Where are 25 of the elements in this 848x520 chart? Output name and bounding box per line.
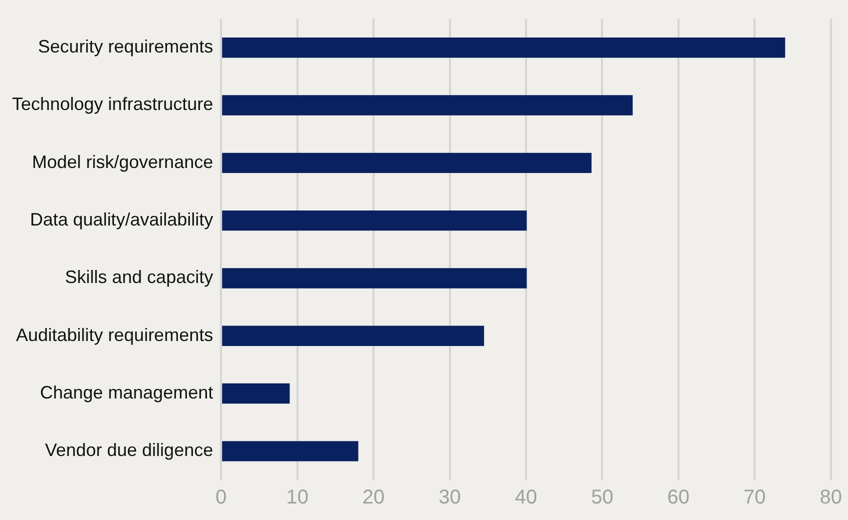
- bar: [222, 38, 786, 58]
- bar: [222, 210, 527, 231]
- x-tick-label: 30: [438, 486, 461, 509]
- bar: [222, 441, 358, 462]
- bar: [222, 152, 592, 174]
- bar: [222, 326, 484, 346]
- y-tick-label: Vendor due diligence: [44, 440, 214, 460]
- y-tick-label: Model risk/governance: [32, 152, 214, 172]
- x-tick-label: 50: [591, 486, 614, 509]
- x-tick-label: 80: [820, 486, 842, 509]
- y-tick-label: Auditability requirements: [16, 324, 214, 345]
- y-tick-label: Technology infrastructure: [12, 94, 214, 114]
- y-tick-label: Security requirements: [38, 36, 214, 57]
- bar: [222, 268, 527, 288]
- bar: [222, 383, 290, 404]
- y-tick-label: Data quality/availability: [30, 210, 214, 230]
- y-tick-label: Skills and capacity: [65, 267, 214, 288]
- y-tick-label: Change management: [40, 382, 214, 402]
- x-tick-label: 0: [216, 486, 227, 509]
- x-tick-label: 20: [362, 486, 385, 509]
- x-tick-label: 70: [744, 486, 766, 509]
- x-tick-label: 60: [667, 486, 690, 509]
- x-tick-label: 40: [514, 486, 538, 509]
- bar: [222, 95, 633, 116]
- x-tick-label: 10: [286, 486, 308, 509]
